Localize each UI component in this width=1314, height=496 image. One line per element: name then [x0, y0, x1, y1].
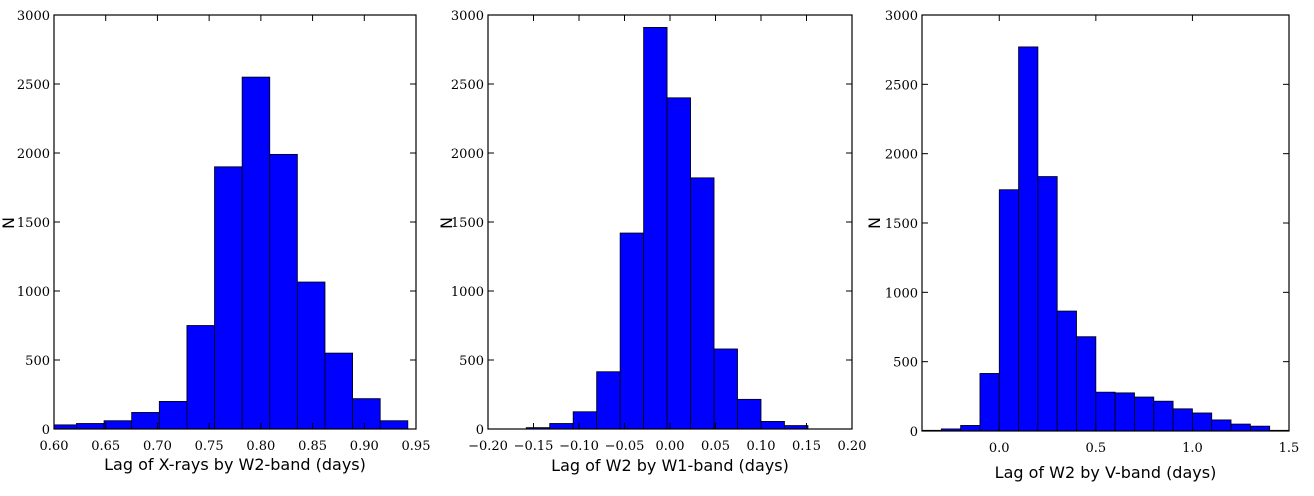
histogram-bar	[549, 423, 574, 430]
histogram-panel-3: 0.0 0.5 1.0 1.5 0 500 1000 1500 2000 2500 3000 Lag …	[865, 9, 1299, 482]
y-tick-label: 2000	[885, 148, 918, 163]
y-axis-label: N	[437, 217, 456, 229]
y-tick-label: 2500	[451, 78, 484, 93]
histogram-bar	[241, 76, 271, 430]
histogram-bar	[214, 166, 243, 430]
x-tick-label: 0.65	[91, 439, 120, 454]
histogram-bar	[1114, 392, 1135, 432]
x-axis-label: Lag of W2 by V-band (days)	[995, 463, 1217, 482]
histogram-bar	[1056, 310, 1077, 432]
x-tick-label: 0.85	[298, 439, 327, 454]
histogram-bar	[760, 421, 785, 430]
histogram-bar	[979, 373, 1000, 432]
histogram-bar	[998, 189, 1019, 432]
x-tick-label: 0.60	[40, 439, 69, 454]
x-tick-label: 0.80	[246, 439, 275, 454]
x-tick-label: 0.20	[838, 439, 867, 454]
y-tick-label: 2500	[17, 78, 50, 93]
y-axis-label: N	[865, 217, 884, 229]
histogram-bar	[1018, 46, 1039, 432]
x-tick-label: 0.15	[792, 439, 821, 454]
y-tick-label: 500	[459, 354, 484, 369]
x-tick-label: 0.75	[195, 439, 224, 454]
histogram-bar	[643, 27, 668, 430]
histogram-bar	[572, 411, 598, 430]
y-tick-label: 2500	[885, 78, 918, 93]
x-tick-label: 0.70	[143, 439, 172, 454]
y-tick-label: 1500	[17, 216, 50, 231]
histogram-bar	[690, 177, 715, 430]
x-axis-label: Lag of X-rays by W2-band (days)	[104, 455, 366, 474]
histogram-bar	[666, 97, 691, 430]
x-tick-label: 0.00	[656, 439, 685, 454]
x-tick-label: 0.90	[350, 439, 379, 454]
histogram-bar	[596, 371, 621, 430]
histogram-bar	[1211, 419, 1232, 432]
histogram-bar	[1192, 412, 1213, 432]
histogram-bar	[1095, 391, 1116, 432]
x-tick-label: −0.05	[605, 439, 645, 454]
histogram-bar	[737, 398, 762, 430]
histogram-bar	[296, 281, 326, 430]
histogram-bar	[186, 325, 215, 430]
histogram-panel-1: 0.60 0.65 0.70 0.75 0.80 0.85 0.90 0.95 0 500 1000…	[0, 9, 430, 474]
histogram-bar	[352, 398, 381, 430]
histogram-bar	[53, 424, 77, 430]
y-tick-label: 500	[25, 354, 50, 369]
y-tick-label: 0	[42, 423, 50, 438]
y-tick-label: 500	[893, 356, 918, 371]
x-axis-label: Lag of W2 by W1-band (days)	[551, 456, 789, 475]
x-tick-label: 1.5	[1279, 441, 1300, 456]
x-tick-label: 0.05	[701, 439, 730, 454]
histogram-bar	[713, 348, 738, 430]
y-tick-label: 1000	[451, 285, 484, 300]
histogram-bar	[158, 400, 188, 430]
x-tick-label: 0.5	[1085, 441, 1106, 456]
histogram-bar	[1249, 425, 1271, 432]
histogram-bar	[1134, 396, 1155, 432]
histogram-bar	[1037, 176, 1058, 432]
y-tick-label: 0	[476, 423, 484, 438]
y-tick-label: 1500	[451, 216, 484, 231]
x-tick-label: 0.0	[989, 441, 1010, 456]
plot-frame	[921, 14, 1290, 432]
x-tick-label: 1.0	[1182, 441, 1203, 456]
histogram-bar	[269, 153, 298, 430]
histogram-bar	[76, 423, 105, 430]
histogram-bar	[379, 420, 409, 430]
histogram-bar	[103, 420, 133, 430]
histogram-bar	[1230, 423, 1251, 432]
histogram-bar	[131, 412, 160, 430]
histogram-bar	[960, 425, 981, 432]
x-tick-label: 0.95	[402, 439, 431, 454]
histogram-bar	[1153, 400, 1174, 432]
y-tick-label: 2000	[17, 147, 50, 162]
y-tick-label: 2000	[451, 147, 484, 162]
y-tick-label: 0	[910, 425, 918, 440]
x-tick-label: −0.20	[468, 439, 508, 454]
y-axis-label: N	[0, 217, 18, 229]
y-tick-label: 3000	[885, 9, 918, 24]
y-tick-label: 3000	[451, 9, 484, 24]
x-tick-label: −0.10	[559, 439, 599, 454]
histogram-panel-2: −0.20 −0.15 −0.10 −0.05 0.00 0.05 0.10 0.15 0.20…	[437, 9, 866, 475]
y-tick-label: 1000	[885, 286, 918, 301]
y-tick-label: 1500	[885, 217, 918, 232]
histogram-bar	[1076, 336, 1097, 432]
y-tick-label: 3000	[17, 9, 50, 24]
histogram-bar	[619, 232, 645, 430]
histogram-bar	[1172, 408, 1193, 432]
x-tick-label: 0.10	[747, 439, 776, 454]
histogram-bar	[324, 352, 353, 430]
y-tick-label: 1000	[17, 285, 50, 300]
x-tick-label: −0.15	[514, 439, 554, 454]
